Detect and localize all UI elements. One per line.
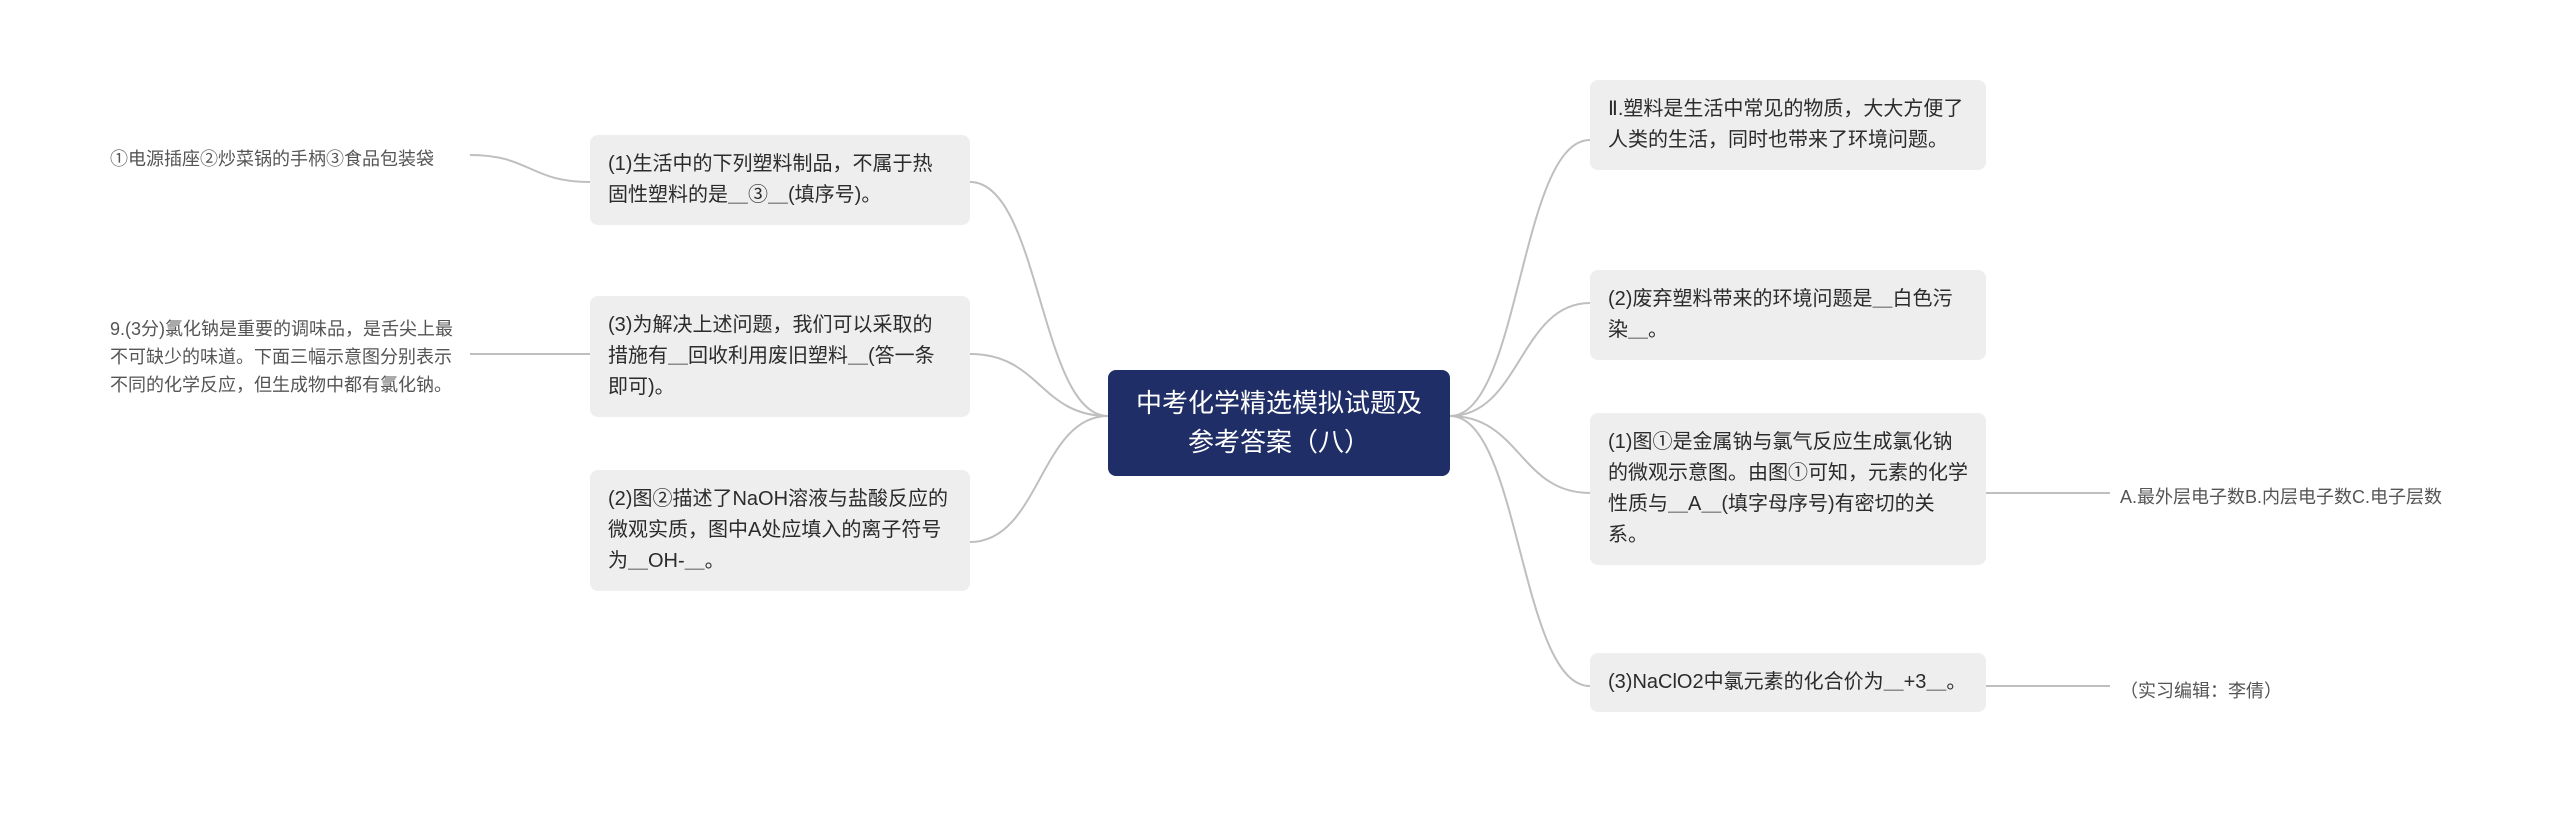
center-title-line2: 参考答案（八） xyxy=(1126,423,1432,462)
left-branch-2-text: (3)为解决上述问题，我们可以采取的措施有＿回收利用废旧塑料＿(答一条即可)。 xyxy=(608,314,935,398)
left-leaf-1-text: ①电源插座②炒菜锅的手柄③食品包装袋 xyxy=(110,149,434,169)
left-leaf-2: 9.(3分)氯化钠是重要的调味品，是舌尖上最不可缺少的味道。下面三幅示意图分别表… xyxy=(100,310,470,406)
right-leaf-3-text: A.最外层电子数B.内层电子数C.电子层数 xyxy=(2120,487,2442,507)
left-branch-1: (1)生活中的下列塑料制品，不属于热固性塑料的是＿③＿(填序号)。 xyxy=(590,135,970,225)
left-branch-2: (3)为解决上述问题，我们可以采取的措施有＿回收利用废旧塑料＿(答一条即可)。 xyxy=(590,296,970,417)
right-branch-1-text: Ⅱ.塑料是生活中常见的物质，大大方便了人类的生活，同时也带来了环境问题。 xyxy=(1608,98,1963,151)
left-branch-1-text: (1)生活中的下列塑料制品，不属于热固性塑料的是＿③＿(填序号)。 xyxy=(608,153,932,206)
right-branch-1: Ⅱ.塑料是生活中常见的物质，大大方便了人类的生活，同时也带来了环境问题。 xyxy=(1590,80,1986,170)
right-branch-3: (1)图①是金属钠与氯气反应生成氯化钠的微观示意图。由图①可知，元素的化学性质与… xyxy=(1590,413,1986,565)
center-node: 中考化学精选模拟试题及 参考答案（八） xyxy=(1108,370,1450,476)
right-leaf-3: A.最外层电子数B.内层电子数C.电子层数 xyxy=(2110,478,2530,518)
right-leaf-4: （实习编辑：李倩） xyxy=(2110,672,2410,712)
left-branch-3: (2)图②描述了NaOH溶液与盐酸反应的微观实质，图中A处应填入的离子符号为＿O… xyxy=(590,470,970,591)
right-leaf-4-text: （实习编辑：李倩） xyxy=(2120,681,2282,701)
left-leaf-1: ①电源插座②炒菜锅的手柄③食品包装袋 xyxy=(100,140,470,180)
right-branch-4-text: (3)NaClO2中氯元素的化合价为＿+3＿。 xyxy=(1608,671,1966,693)
right-branch-2-text: (2)废弃塑料带来的环境问题是＿白色污染＿。 xyxy=(1608,288,1952,341)
left-leaf-2-text: 9.(3分)氯化钠是重要的调味品，是舌尖上最不可缺少的味道。下面三幅示意图分别表… xyxy=(110,319,453,395)
center-title-line1: 中考化学精选模拟试题及 xyxy=(1126,384,1432,423)
right-branch-4: (3)NaClO2中氯元素的化合价为＿+3＿。 xyxy=(1590,653,1986,712)
right-branch-3-text: (1)图①是金属钠与氯气反应生成氯化钠的微观示意图。由图①可知，元素的化学性质与… xyxy=(1608,431,1968,546)
right-branch-2: (2)废弃塑料带来的环境问题是＿白色污染＿。 xyxy=(1590,270,1986,360)
left-branch-3-text: (2)图②描述了NaOH溶液与盐酸反应的微观实质，图中A处应填入的离子符号为＿O… xyxy=(608,488,948,572)
